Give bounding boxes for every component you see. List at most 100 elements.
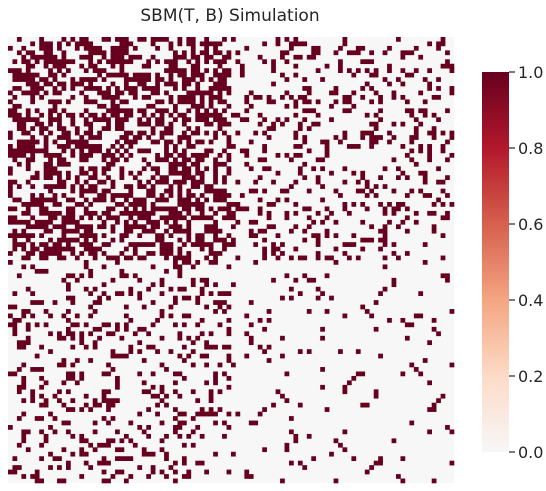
heatmap-cell	[355, 45, 361, 51]
heatmap-cell	[190, 184, 196, 189]
heatmap-cell	[181, 81, 187, 87]
heatmap-cell	[48, 41, 53, 47]
heatmap-cell	[110, 398, 116, 404]
heatmap-cell	[320, 184, 325, 189]
heatmap-cell	[39, 375, 44, 381]
heatmap-cell	[369, 99, 375, 105]
heatmap-cell	[164, 215, 169, 221]
heatmap-cell	[231, 202, 236, 207]
heatmap-cell	[123, 304, 129, 310]
heatmap-cell	[16, 219, 22, 225]
heatmap-cell	[226, 157, 232, 163]
heatmap-cell	[115, 50, 120, 56]
heatmap-cell	[164, 197, 169, 203]
heatmap-cell	[168, 77, 174, 82]
heatmap-cell	[21, 384, 27, 390]
heatmap-cell	[21, 45, 27, 51]
heatmap-cell	[168, 130, 174, 136]
heatmap-cell	[141, 304, 147, 310]
heatmap-cell	[413, 367, 419, 372]
heatmap-cell	[101, 210, 107, 216]
heatmap-cell	[391, 251, 397, 256]
heatmap-cell	[70, 86, 76, 91]
heatmap-cell	[445, 139, 450, 145]
heatmap-cell	[217, 90, 223, 96]
heatmap-cell	[30, 81, 36, 87]
heatmap-cell	[79, 215, 85, 221]
heatmap-cell	[21, 380, 27, 386]
heatmap-cell	[115, 45, 120, 51]
heatmap-cell	[16, 152, 22, 158]
heatmap-cell	[226, 135, 232, 140]
heatmap-cell	[164, 157, 169, 163]
heatmap-cell	[297, 152, 303, 158]
heatmap-cell	[391, 157, 397, 163]
heatmap-cell	[208, 344, 214, 350]
heatmap-cell	[92, 112, 98, 118]
heatmap-cell	[30, 398, 36, 404]
heatmap-cell	[226, 68, 232, 73]
heatmap-cell	[21, 152, 27, 158]
heatmap-cell	[302, 161, 308, 167]
heatmap-cell	[427, 41, 432, 47]
heatmap-cell	[186, 202, 192, 207]
heatmap-cell	[12, 197, 18, 203]
heatmap-cell	[373, 135, 379, 140]
heatmap-cell	[52, 184, 58, 189]
heatmap-cell	[79, 371, 85, 377]
heatmap-cell	[213, 420, 218, 426]
heatmap-cell	[137, 291, 143, 296]
heatmap-cell	[101, 416, 107, 421]
heatmap-cell	[195, 166, 201, 172]
heatmap-cell	[141, 206, 147, 212]
heatmap-cell	[168, 170, 174, 176]
heatmap-cell	[177, 184, 183, 189]
heatmap-cell	[271, 81, 276, 87]
heatmap-cell	[248, 166, 254, 172]
heatmap-cell	[159, 37, 165, 42]
heatmap-cell	[181, 94, 187, 100]
heatmap-cell	[65, 41, 71, 47]
heatmap-cell	[141, 202, 147, 207]
heatmap-cell	[427, 152, 432, 158]
heatmap-cell	[195, 59, 201, 65]
heatmap-cell	[141, 86, 147, 91]
heatmap-cell	[159, 313, 165, 319]
heatmap-cell	[12, 152, 18, 158]
heatmap-cell	[199, 72, 205, 78]
heatmap-cell	[173, 322, 178, 328]
heatmap-cell	[293, 135, 299, 140]
heatmap-cell	[177, 99, 183, 105]
heatmap-cell	[88, 41, 94, 47]
heatmap-cell	[186, 94, 192, 100]
heatmap-cell	[248, 474, 254, 479]
heatmap-cell	[123, 117, 129, 123]
heatmap-cell	[132, 442, 138, 448]
heatmap-cell	[101, 112, 107, 118]
heatmap-cell	[128, 291, 134, 296]
heatmap-cell	[329, 170, 334, 176]
heatmap-cell	[369, 130, 375, 136]
heatmap-cell	[150, 202, 156, 207]
heatmap-cell	[275, 170, 281, 176]
heatmap-cell	[355, 255, 361, 261]
heatmap-cell	[213, 380, 218, 386]
heatmap-cell	[208, 246, 214, 252]
heatmap-cell	[119, 202, 125, 207]
heatmap-cell	[101, 322, 107, 328]
heatmap-cell	[137, 184, 143, 189]
heatmap-cell	[123, 456, 129, 461]
heatmap-cell	[195, 161, 201, 167]
heatmap-cell	[39, 202, 44, 207]
heatmap-cell	[164, 81, 169, 87]
heatmap-cell	[213, 50, 218, 56]
heatmap-cell	[61, 130, 67, 136]
heatmap-cell	[141, 184, 147, 189]
heatmap-cell	[239, 117, 245, 123]
heatmap-cell	[65, 135, 71, 140]
heatmap-cell	[391, 282, 397, 288]
heatmap-cell	[177, 139, 183, 145]
heatmap-cell	[346, 108, 352, 114]
heatmap-cell	[181, 411, 187, 417]
heatmap-cell	[239, 72, 245, 78]
